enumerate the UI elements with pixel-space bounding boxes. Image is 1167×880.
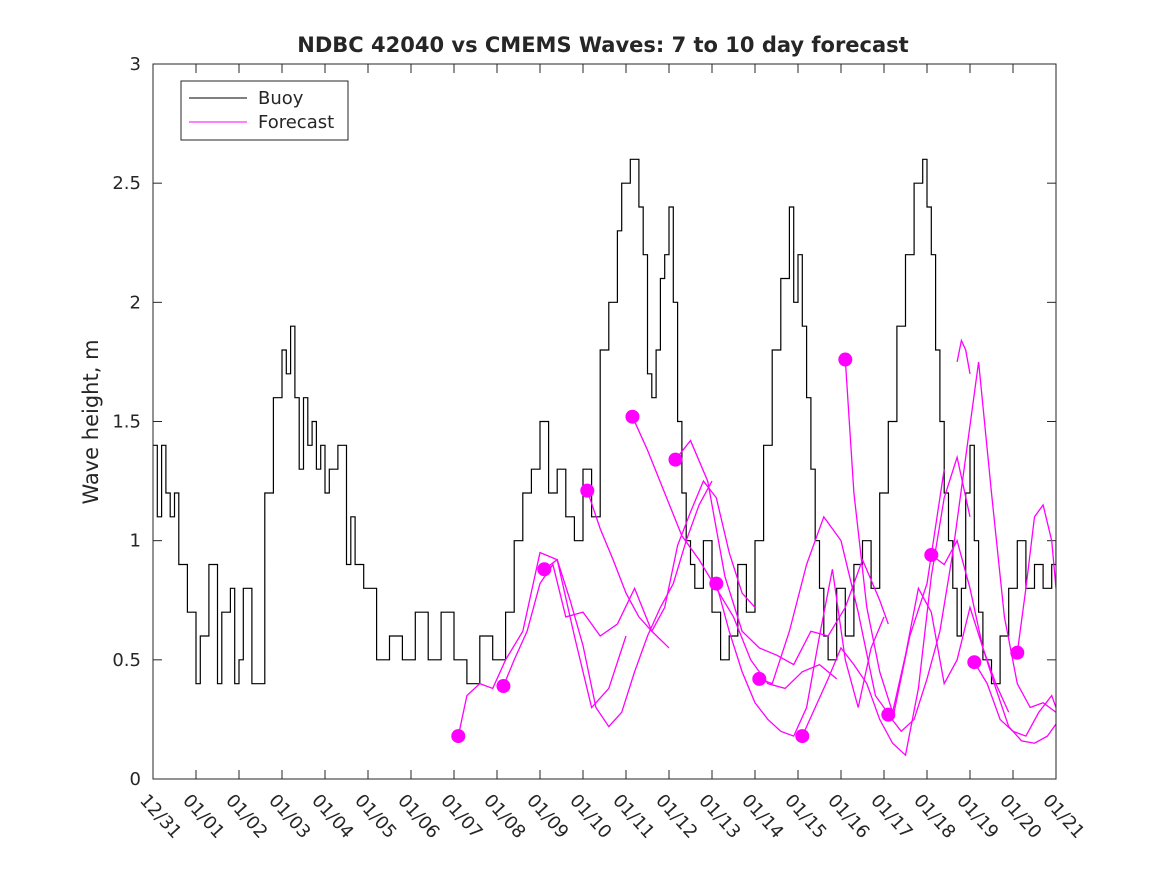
forecast-start-marker — [668, 452, 683, 467]
buoy-series-line — [153, 158, 1056, 685]
forecast-run-line — [759, 469, 945, 721]
forecast-start-marker — [967, 655, 982, 670]
y-tick-label: 0.5 — [112, 650, 141, 671]
forecast-start-marker — [881, 707, 896, 722]
forecast-start-marker — [752, 671, 767, 686]
forecast-start-marker — [496, 679, 511, 694]
chart-title: NDBC 42040 vs CMEMS Waves: 7 to 10 day f… — [297, 33, 908, 57]
forecast-run-line — [930, 538, 1056, 744]
forecast-start-marker — [924, 547, 939, 562]
forecast-run-line — [956, 338, 971, 374]
forecast-start-marker — [1010, 645, 1025, 660]
legend: Buoy Forecast — [180, 80, 349, 141]
forecast-run-line — [631, 416, 838, 690]
y-tick-label: 2.5 — [112, 173, 141, 194]
forecast-run-line — [801, 454, 971, 757]
y-tick-labels: 0 0.5 1 1.5 2 2.5 3 — [112, 54, 141, 790]
legend-box — [180, 80, 349, 141]
forecast-start-marker — [537, 562, 552, 577]
forecast-run-line — [543, 480, 713, 728]
y-tick-label: 1 — [130, 531, 141, 552]
forecast-run-line — [586, 479, 756, 633]
legend-buoy-label: Buoy — [258, 88, 304, 109]
y-axis-label: Wave height, m — [79, 339, 103, 504]
y-tick-label: 0 — [130, 769, 141, 790]
tick-marks — [152, 63, 1057, 780]
series-layer — [153, 158, 1056, 757]
y-tick-label: 3 — [130, 54, 141, 75]
forecast-start-marker — [795, 729, 810, 744]
forecast-run-line — [674, 439, 889, 666]
y-tick-label: 2 — [130, 292, 141, 313]
forecast-run-line — [973, 661, 1056, 737]
legend-forecast-label: Forecast — [258, 112, 334, 133]
axes-frame — [152, 63, 1057, 780]
forecast-run-line — [887, 361, 1056, 733]
forecast-start-marker — [709, 576, 724, 591]
forecast-run-line — [844, 359, 1010, 715]
y-tick-label: 1.5 — [112, 412, 141, 433]
forecast-run-line — [715, 569, 885, 737]
forecast-start-marker — [625, 409, 640, 424]
forecast-start-marker — [451, 729, 466, 744]
forecast-run-line — [1016, 503, 1056, 653]
forecast-run-line — [457, 551, 627, 737]
forecast-start-marker — [580, 483, 595, 498]
forecast-start-marker — [838, 352, 853, 367]
